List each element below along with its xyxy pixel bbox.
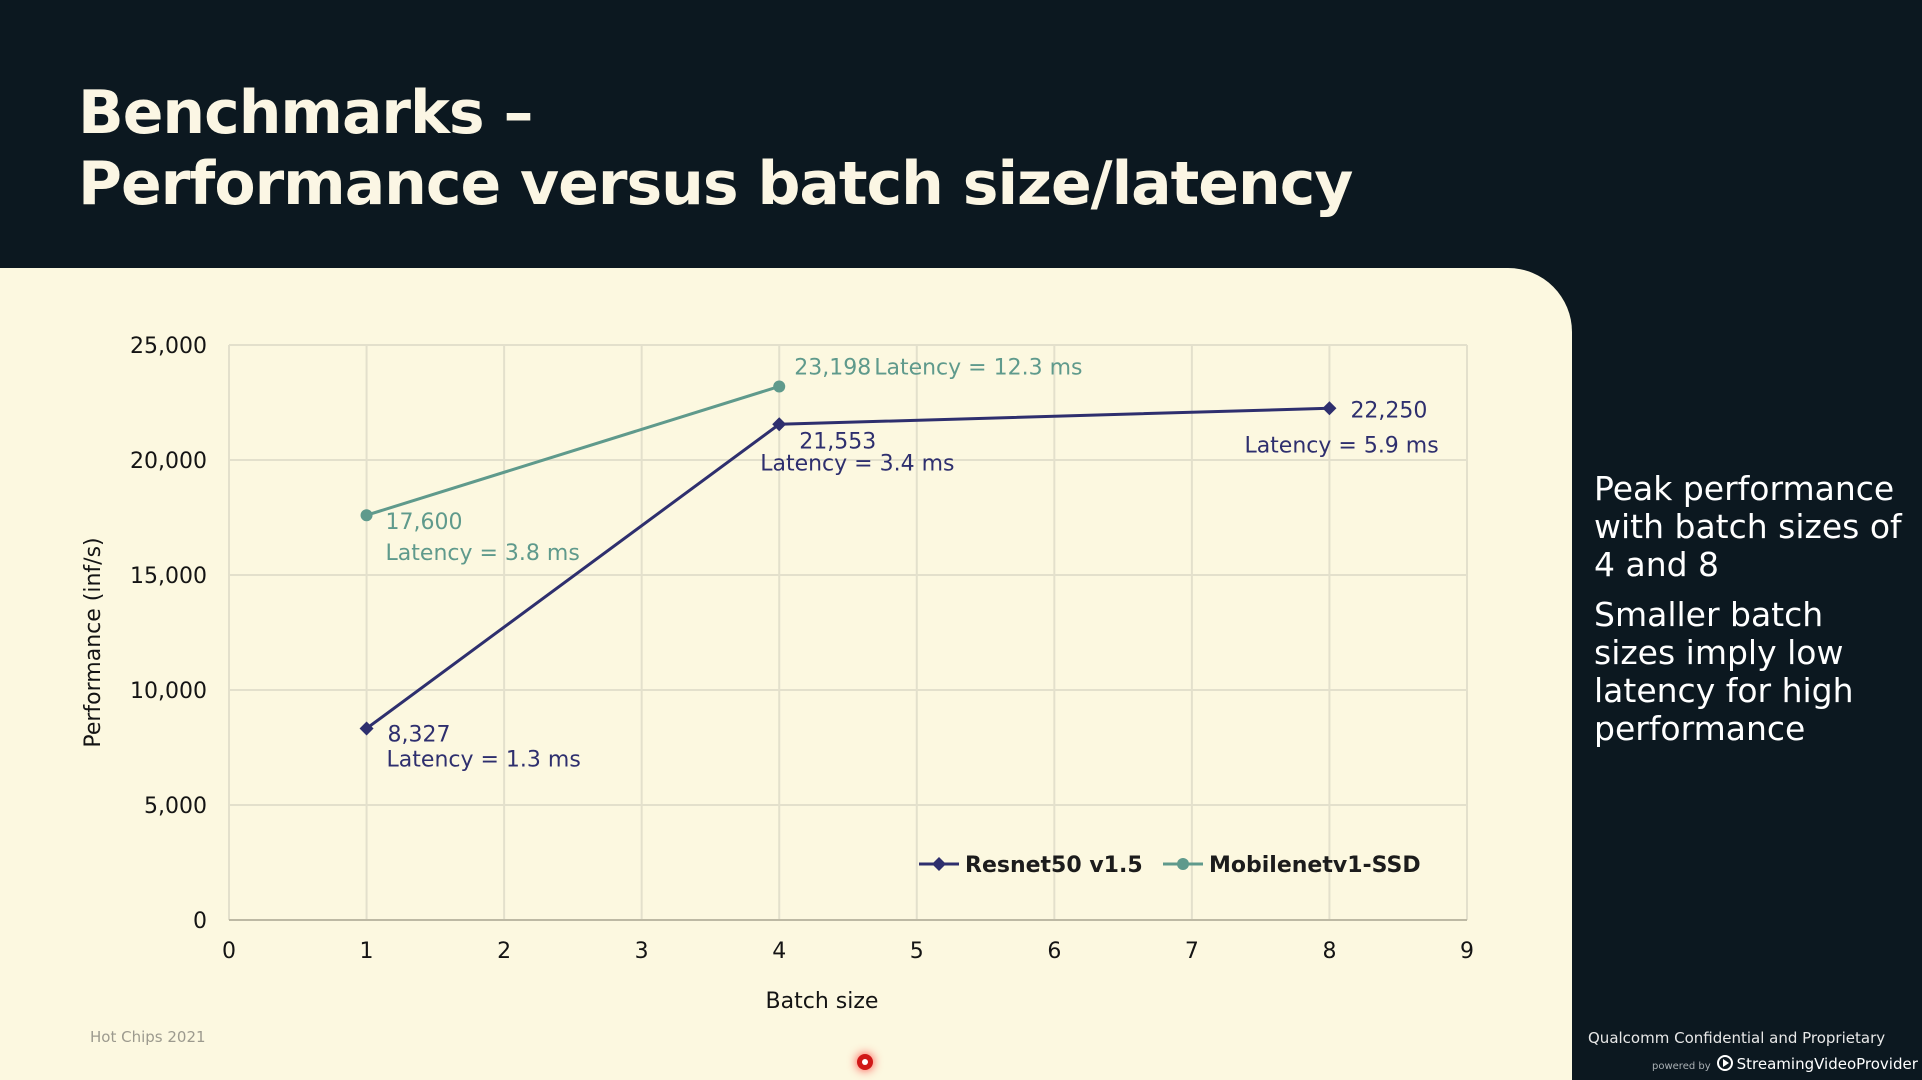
y-tick-label: 0 — [193, 909, 207, 934]
x-tick-label: 5 — [910, 939, 924, 964]
y-tick-label: 5,000 — [144, 794, 207, 819]
data-point-marker — [772, 417, 787, 432]
data-point-marker — [359, 721, 374, 736]
latency-label: Latency = 1.3 ms — [387, 747, 581, 772]
y-tick-label: 15,000 — [130, 564, 207, 589]
x-tick-label: 4 — [772, 939, 786, 964]
side-note-1: Peak performance with batch sizes of 4 a… — [1594, 469, 1902, 584]
x-tick-label: 7 — [1185, 939, 1199, 964]
side-notes: Peak performance with batch sizes of 4 a… — [1594, 470, 1914, 760]
x-tick-label: 8 — [1322, 939, 1336, 964]
data-value-label: 23,198 — [794, 355, 871, 380]
x-axis-title: Batch size — [766, 989, 879, 1014]
data-point-marker — [1322, 401, 1337, 416]
title-line-1: Benchmarks – — [78, 78, 534, 148]
latency-label: Latency = 5.9 ms — [1244, 433, 1438, 458]
latency-label: Latency = 12.3 ms — [874, 355, 1082, 380]
play-icon — [1716, 1055, 1733, 1071]
y-tick-label: 10,000 — [130, 679, 207, 704]
series-line-1 — [366, 385, 780, 517]
x-tick-label: 9 — [1460, 939, 1474, 964]
x-tick-label: 3 — [635, 939, 649, 964]
footer-confidential: Qualcomm Confidential and Proprietary — [1588, 1029, 1886, 1047]
y-axis-title: Performance (inf/s) — [81, 537, 106, 747]
data-value-label: 21,553 — [799, 429, 876, 454]
record-indicator-icon — [857, 1054, 873, 1070]
video-watermark: powered by StreamingVideoProvider — [1652, 1055, 1918, 1073]
data-value-label: 8,327 — [388, 722, 451, 747]
footer-event: Hot Chips 2021 — [90, 1028, 206, 1046]
data-point-marker — [360, 509, 373, 522]
x-tick-label: 2 — [497, 939, 511, 964]
data-value-label: 17,600 — [386, 510, 463, 535]
x-tick-label: 0 — [222, 939, 236, 964]
data-value-label: 22,250 — [1350, 398, 1427, 423]
watermark-brand: StreamingVideoProvider — [1736, 1055, 1918, 1073]
x-tick-label: 6 — [1047, 939, 1061, 964]
y-tick-label: 20,000 — [130, 449, 207, 474]
data-point-marker — [773, 380, 786, 393]
chart-panel: 0 1 2 3 4 5 6 7 8 9 0 5,000 10,000 15,000 20,000 25,000… — [0, 268, 1572, 1080]
side-note-2: Smaller batch sizes imply low latency fo… — [1594, 595, 1854, 748]
watermark-prefix: powered by — [1652, 1061, 1711, 1072]
legend-marker — [1177, 858, 1189, 870]
latency-label: Latency = 3.8 ms — [386, 541, 580, 566]
x-tick-label: 1 — [360, 939, 374, 964]
title-line-2: Performance versus batch size/latency — [78, 149, 1353, 219]
legend-marker — [932, 857, 946, 871]
y-tick-label: 25,000 — [130, 334, 207, 359]
legend-label: Mobilenetv1-SSD — [1209, 853, 1421, 878]
slide-title: Benchmarks – Performance versus batch si… — [78, 78, 1353, 220]
latency-label: Latency = 3.4 ms — [760, 451, 954, 476]
performance-chart: 0 1 2 3 4 5 6 7 8 9 0 5,000 10,000 15,000 20,000 25,000… — [81, 334, 1474, 1014]
legend-label: Resnet50 v1.5 — [965, 853, 1143, 878]
